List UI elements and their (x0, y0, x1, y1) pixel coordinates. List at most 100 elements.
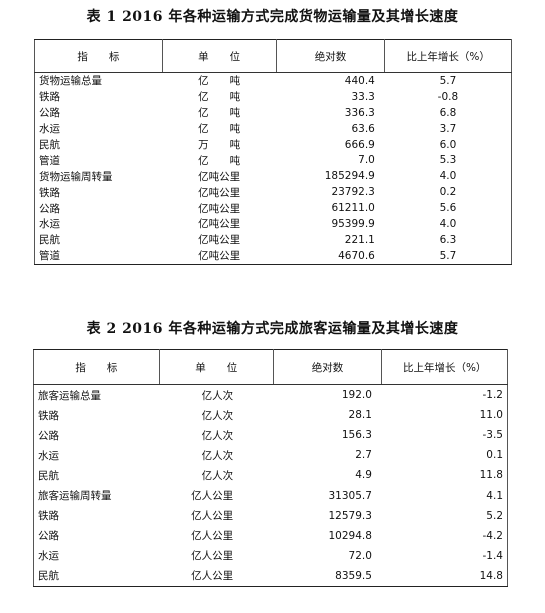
table-row: 水运 亿人次 2.7 0.1 (34, 445, 508, 465)
absolute-value-cell: 63.6 (351, 122, 375, 135)
table-row: 管道 亿吨公里 4670.6 5.7 (35, 248, 512, 264)
absolute-value-cell: 8359.5 (335, 569, 372, 582)
unit-cell: 亿吨公里 (198, 234, 241, 247)
table-row: 铁路 亿人公里 12579.3 5.2 (34, 506, 508, 526)
unit-cell: 亿人公里 (191, 510, 234, 523)
unit-cell: 亿人次 (201, 389, 234, 402)
absolute-value-cell: 2.7 (355, 449, 372, 462)
growth-cell: 6.8 (439, 106, 457, 119)
growth-cell: 6.3 (439, 233, 457, 246)
absolute-value-cell: 95399.9 (331, 217, 375, 230)
unit-cell: 亿 吨 (198, 154, 241, 167)
table-row: 铁路 亿人次 28.1 11.0 (34, 405, 508, 425)
absolute-value-cell: 33.3 (351, 90, 375, 103)
unit-cell: 亿人公里 (191, 530, 234, 543)
header-growth: 比上年增长（%） (384, 39, 512, 73)
table-row: 铁路 亿吨公里 23792.3 0.2 (35, 184, 512, 200)
unit-cell: 万 吨 (198, 139, 241, 151)
indicator-cell: 旅客运输总量 (38, 389, 101, 402)
growth-cell: 11.0 (479, 409, 503, 422)
indicator-cell: 民航 (39, 234, 60, 247)
indicator-cell: 货物运输周转量 (39, 170, 113, 183)
unit-cell: 亿人次 (201, 429, 234, 442)
table-row: 货物运输周转量 亿吨公里 185294.9 4.0 (35, 168, 512, 184)
table-row: 旅客运输周转量 亿人公里 31305.7 4.1 (34, 485, 508, 505)
indicator-cell: 铁路 (39, 186, 60, 199)
table-row: 水运 亿 吨 63.6 3.7 (35, 121, 512, 137)
table2-title: 表 2 2016 年各种运输方式完成旅客运输量及其增长速度 (86, 321, 459, 337)
growth-cell: 6.0 (439, 138, 457, 151)
header-indicator: 指 标 (33, 349, 160, 385)
growth-cell: 11.8 (479, 469, 503, 482)
unit-cell: 亿 吨 (198, 107, 241, 120)
growth-cell: 0.1 (486, 449, 503, 462)
absolute-value-cell: 4.9 (355, 469, 372, 482)
indicator-cell: 公路 (39, 107, 60, 120)
indicator-cell: 货物运输总量 (39, 75, 102, 88)
absolute-value-cell: 336.3 (344, 106, 375, 119)
absolute-value-cell: 72.0 (348, 549, 372, 562)
absolute-value-cell: 7.0 (358, 154, 375, 167)
growth-cell: -3.5 (482, 429, 504, 442)
table-row: 旅客运输总量 亿人次 192.0 -1.2 (34, 385, 508, 406)
indicator-cell: 公路 (39, 202, 60, 215)
header-unit: 单 位 (161, 39, 277, 73)
growth-cell: 5.3 (439, 154, 457, 167)
growth-cell: 0.2 (439, 186, 457, 199)
absolute-value-cell: 12579.3 (328, 509, 372, 522)
indicator-cell: 铁路 (39, 91, 60, 104)
absolute-value-cell: 4670.6 (338, 249, 375, 262)
growth-cell: -1.2 (482, 389, 504, 402)
table-row: 民航 亿吨公里 221.1 6.3 (35, 232, 512, 248)
table-row: 水运 亿吨公里 95399.9 4.0 (35, 216, 512, 232)
table-header-row: 指 标 单 位 绝对数 比上年增长（%） (34, 39, 512, 73)
unit-cell: 亿人公里 (191, 490, 234, 503)
passenger-table: 指 标 单 位 绝对数 比上年增长（%） 旅客运输总量 亿人次 192.0 -1.2 铁… (33, 349, 508, 587)
unit-cell: 亿吨公里 (198, 250, 241, 263)
table-row: 铁路 亿 吨 33.3 -0.8 (35, 89, 512, 105)
unit-cell: 亿人公里 (191, 570, 234, 583)
table-row: 公路 亿吨公里 61211.0 5.6 (35, 200, 512, 216)
absolute-value-cell: 192.0 (341, 389, 372, 402)
unit-cell: 亿吨公里 (198, 186, 241, 199)
growth-cell: 5.6 (439, 202, 457, 215)
unit-cell: 亿 吨 (198, 75, 241, 88)
growth-cell: 4.0 (439, 217, 457, 230)
growth-cell: -4.2 (482, 529, 504, 542)
indicator-cell: 管道 (39, 250, 60, 263)
growth-cell: 5.7 (439, 74, 457, 87)
unit-cell: 亿吨公里 (198, 170, 241, 183)
growth-cell: 3.7 (439, 122, 457, 135)
indicator-cell: 民航 (39, 139, 60, 151)
absolute-value-cell: 156.3 (341, 429, 372, 442)
unit-cell: 亿人次 (201, 449, 234, 462)
growth-cell: 4.0 (439, 170, 457, 183)
table-header-row: 指 标 单 位 绝对数 比上年增长（%） (33, 349, 508, 385)
header-growth: 比上年增长（%） (381, 349, 508, 385)
table-row: 公路 亿人公里 10294.8 -4.2 (34, 526, 508, 546)
absolute-value-cell: 666.9 (344, 138, 375, 151)
indicator-cell: 公路 (38, 429, 59, 442)
unit-cell: 亿吨公里 (198, 218, 241, 231)
table-row: 民航 万 吨 666.9 6.0 (35, 137, 512, 153)
header-absolute-value: 绝对数 (275, 39, 385, 73)
table-row: 公路 亿 吨 336.3 6.8 (35, 105, 512, 121)
unit-cell: 亿 吨 (198, 91, 241, 104)
indicator-cell: 水运 (38, 550, 59, 563)
indicator-cell: 管道 (39, 154, 60, 167)
indicator-cell: 铁路 (38, 510, 59, 523)
growth-cell: 5.7 (439, 249, 457, 262)
table-row: 管道 亿 吨 7.0 5.3 (35, 152, 512, 168)
table-row: 民航 亿人次 4.9 11.8 (34, 465, 508, 485)
unit-cell: 亿人公里 (191, 550, 234, 563)
absolute-value-cell: 440.4 (344, 74, 375, 87)
growth-cell: 14.8 (479, 569, 503, 582)
unit-cell: 亿人次 (201, 469, 234, 482)
table-row: 货物运输总量 亿 吨 440.4 5.7 (35, 73, 512, 89)
indicator-cell: 水运 (39, 218, 60, 231)
indicator-cell: 民航 (38, 570, 59, 583)
table-row: 水运 亿人公里 72.0 -1.4 (34, 546, 508, 566)
growth-cell: -0.8 (437, 90, 459, 103)
indicator-cell: 水运 (39, 123, 60, 136)
header-unit: 单 位 (158, 349, 274, 385)
